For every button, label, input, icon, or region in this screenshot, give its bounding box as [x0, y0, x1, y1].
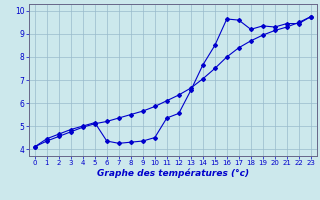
X-axis label: Graphe des températures (°c): Graphe des températures (°c)	[97, 169, 249, 178]
